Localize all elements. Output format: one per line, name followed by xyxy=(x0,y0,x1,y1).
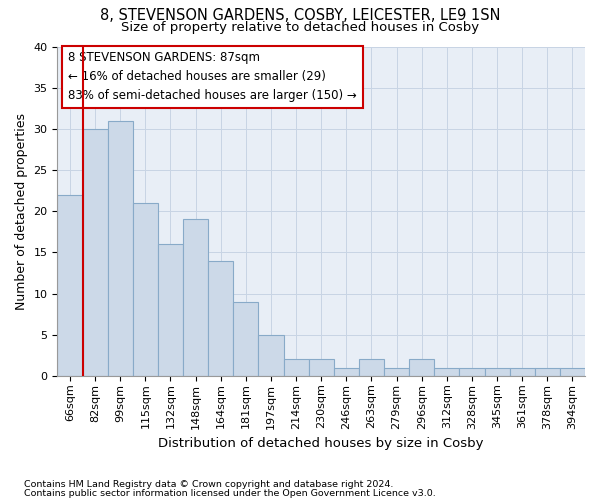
Bar xyxy=(535,368,560,376)
Text: 8 STEVENSON GARDENS: 87sqm
← 16% of detached houses are smaller (29)
83% of semi: 8 STEVENSON GARDENS: 87sqm ← 16% of deta… xyxy=(68,52,357,102)
Bar xyxy=(233,302,259,376)
Bar xyxy=(359,360,384,376)
Bar xyxy=(485,368,509,376)
Bar xyxy=(158,244,183,376)
Text: Contains public sector information licensed under the Open Government Licence v3: Contains public sector information licen… xyxy=(24,489,436,498)
Bar xyxy=(460,368,485,376)
Text: Size of property relative to detached houses in Cosby: Size of property relative to detached ho… xyxy=(121,21,479,34)
Bar xyxy=(509,368,535,376)
Bar xyxy=(58,194,83,376)
Bar xyxy=(560,368,585,376)
Bar xyxy=(434,368,460,376)
Bar xyxy=(284,360,308,376)
Bar xyxy=(259,334,284,376)
Bar xyxy=(308,360,334,376)
Y-axis label: Number of detached properties: Number of detached properties xyxy=(15,112,28,310)
Text: Contains HM Land Registry data © Crown copyright and database right 2024.: Contains HM Land Registry data © Crown c… xyxy=(24,480,394,489)
Bar xyxy=(83,129,107,376)
Bar xyxy=(409,360,434,376)
X-axis label: Distribution of detached houses by size in Cosby: Distribution of detached houses by size … xyxy=(158,437,484,450)
Bar xyxy=(384,368,409,376)
Bar xyxy=(107,120,133,376)
Bar xyxy=(183,220,208,376)
Bar xyxy=(133,203,158,376)
Bar xyxy=(334,368,359,376)
Text: 8, STEVENSON GARDENS, COSBY, LEICESTER, LE9 1SN: 8, STEVENSON GARDENS, COSBY, LEICESTER, … xyxy=(100,8,500,22)
Bar xyxy=(208,260,233,376)
